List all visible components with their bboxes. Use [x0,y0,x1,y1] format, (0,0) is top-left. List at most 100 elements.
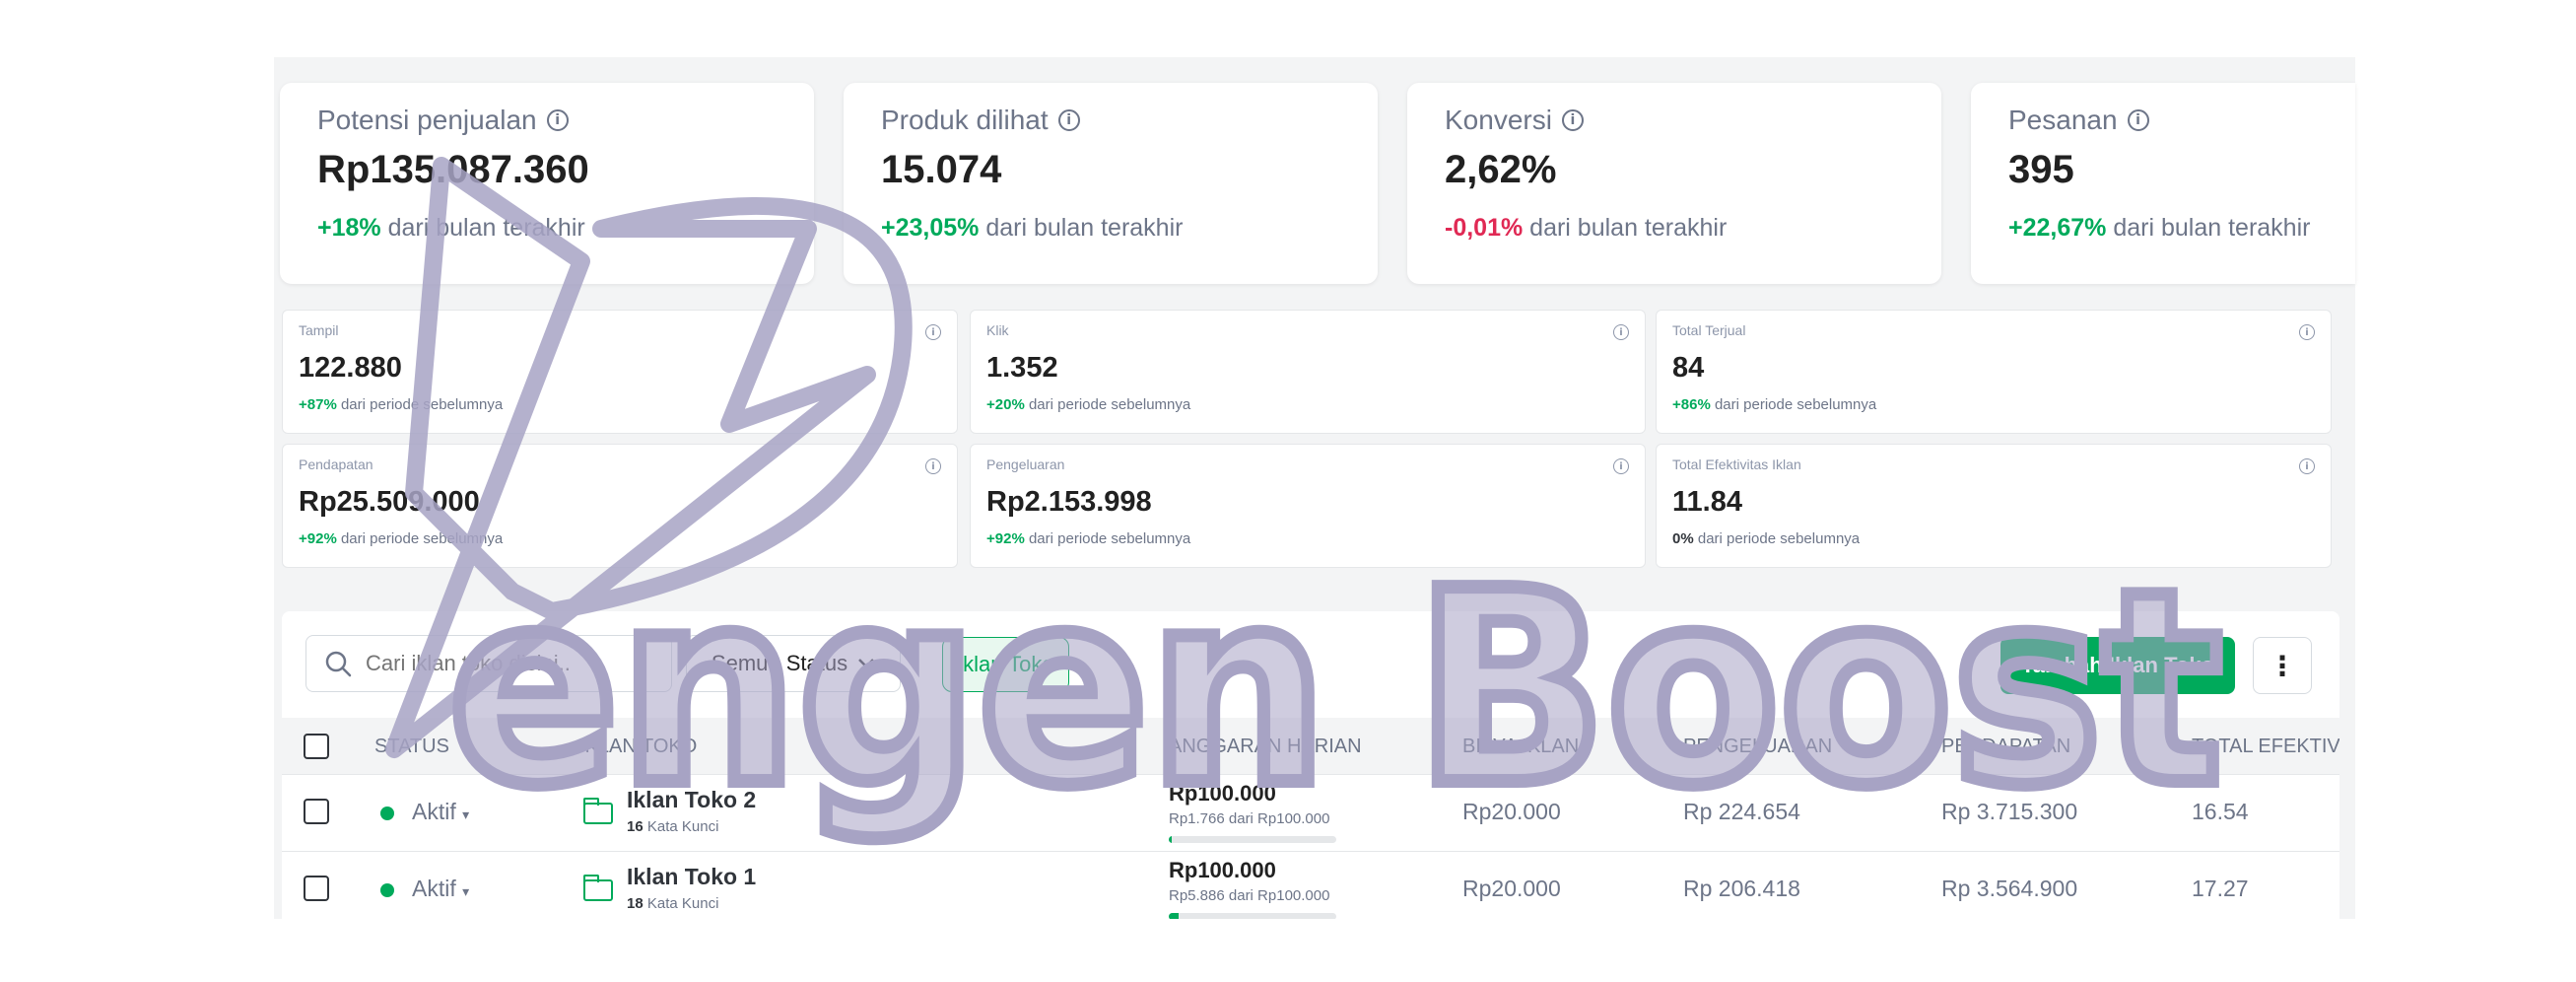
kpi-delta: +23,05% [881,214,980,242]
kpi-title: Pesanan [2008,105,2118,135]
info-icon[interactable]: i [2127,109,2149,131]
ad-name[interactable]: Iklan Toko 2 [627,787,757,812]
metric-label: Klik [986,322,1009,338]
metric-card-pengeluaran: Pengeluaran i Rp2.153.998 +92% dari peri… [970,444,1646,568]
kpi-card-konversi: Konversi i 2,62% -0,01% dari bulan terakh… [1407,83,1941,284]
keyword-label: Kata Kunci [646,895,719,912]
ads-table-panel: Semua Status Iklan Toko Tambah Iklan Tok… [282,611,2339,919]
search-icon [325,651,352,677]
keyword-label: Kata Kunci [646,818,719,835]
metric-delta-text: dari periode sebelumnya [340,530,504,547]
info-icon[interactable]: i [1613,324,1629,340]
status-label: Aktif [412,876,456,901]
table-row[interactable]: Aktif ▾ Iklan Toko 1 18 Kata Kunci Rp100… [282,852,2339,919]
table-row[interactable]: Aktif ▾ Iklan Toko 2 16 Kata Kunci Rp100… [282,775,2339,852]
metric-card-total-terjual: Total Terjual i 84 +86% dari periode seb… [1656,310,2332,434]
status-active-dot [380,883,394,897]
kpi-card-pesanan: Pesanan i 395 +22,67% dari bulan terakhir [1971,83,2355,284]
info-icon[interactable]: i [2299,458,2315,474]
kpi-card-produk-dilihat: Produk dilihat i 15.074 +23,05% dari bula… [844,83,1378,284]
metric-value: 122.880 [299,352,402,384]
metric-delta: +87% [299,396,337,413]
kpi-title: Produk dilihat [881,105,1049,135]
kpi-delta: -0,01% [1445,214,1524,242]
column-header-total-efektivitas[interactable]: TOTAL EFEKTIVIT [2192,736,2339,757]
kpi-delta: +22,67% [2008,214,2107,242]
kpi-delta-text: dari bulan terakhir [387,214,585,242]
kpi-value: 2,62% [1445,148,1557,191]
daily-budget: Rp100.000 [1169,781,1276,806]
row-checkbox[interactable] [304,799,329,824]
metric-label: Total Efektivitas Iklan [1672,456,1801,472]
kpi-title: Potensi penjualan [317,105,537,135]
metric-card-total-efektivitas-iklan: Total Efektivitas Iklan i 11.84 0% dari … [1656,444,2332,568]
kpi-value: 15.074 [881,148,1002,191]
budget-progress-bar [1169,836,1336,843]
metric-delta-text: dari periode sebelumnya [1714,396,1877,413]
metric-delta: +86% [1672,396,1711,413]
kpi-title: Konversi [1445,105,1552,135]
metric-delta-text: dari periode sebelumnya [340,396,504,413]
status-label: Aktif [412,799,456,824]
info-icon[interactable]: i [925,324,941,340]
info-icon[interactable]: i [925,458,941,474]
ad-cost: Rp20.000 [1462,799,1561,824]
metric-delta: +92% [986,530,1025,547]
column-header-anggaran-harian[interactable]: ANGGARAN HARIAN [1169,736,1362,757]
metric-delta: +20% [986,396,1025,413]
keyword-count: 18 [627,895,644,912]
budget-used: Rp5.886 dari Rp100.000 [1169,887,1330,904]
metric-label: Total Terjual [1672,322,1746,338]
metric-value: 84 [1672,352,1705,384]
ad-revenue: Rp 3.564.900 [1941,876,2078,901]
info-icon[interactable]: i [1613,458,1629,474]
keyword-count: 16 [627,818,644,835]
metric-label: Pengeluaran [986,456,1065,472]
ad-name[interactable]: Iklan Toko 1 [627,864,757,889]
status-dropdown[interactable]: Aktif ▾ [412,876,469,902]
folder-icon [583,875,613,901]
metric-delta: 0% [1672,530,1694,547]
folder-icon [583,798,613,824]
status-filter-label: Semua Status [711,651,848,675]
column-header-biaya-iklan[interactable]: BIAYA IKLAN [1462,736,1580,757]
kpi-card-potensi-penjualan: Potensi penjualan i Rp135.087.360 +18% da… [280,83,814,284]
info-icon[interactable]: i [1561,109,1584,131]
column-header-pendapatan[interactable]: PENDAPATAN [1941,736,2071,757]
metric-card-tampil: Tampil i 122.880 +87% dari periode sebel… [282,310,958,434]
ad-effectiveness: 16.54 [2192,799,2249,824]
budget-progress-fill [1169,913,1180,919]
more-options-icon[interactable]: ⋮ [2253,637,2312,694]
status-filter-dropdown[interactable]: Semua Status [686,635,901,692]
row-checkbox[interactable] [304,876,329,901]
chevron-down-icon [858,659,874,668]
status-active-dot [380,807,394,820]
metric-card-pendapatan: Pendapatan i Rp25.509.000 +92% dari peri… [282,444,958,568]
search-input[interactable] [366,651,661,676]
metric-value: Rp2.153.998 [986,486,1152,518]
ad-cost: Rp20.000 [1462,876,1561,901]
info-icon[interactable]: i [1057,109,1080,131]
ad-revenue: Rp 3.715.300 [1941,799,2078,824]
select-all-checkbox[interactable] [304,734,329,759]
iklan-toko-chip[interactable]: Iklan Toko [942,637,1069,692]
column-header-status[interactable]: STATUS [374,736,449,757]
kpi-delta-text: dari bulan terakhir [985,214,1184,242]
status-dropdown[interactable]: Aktif ▾ [412,799,469,825]
budget-progress-bar [1169,913,1336,919]
search-box[interactable] [305,635,672,692]
info-icon[interactable]: i [546,109,569,131]
add-store-ad-button[interactable]: Tambah Iklan Toko [2000,637,2235,694]
metric-delta-text: dari periode sebelumnya [1028,530,1191,547]
info-icon[interactable]: i [2299,324,2315,340]
column-header-iklan-toko[interactable]: IKLAN TOKO [579,736,698,757]
caret-down-icon: ▾ [462,883,470,899]
kpi-delta-text: dari bulan terakhir [2113,214,2311,242]
kpi-delta: +18% [317,214,381,242]
column-header-pengeluaran[interactable]: PENGELUARAN [1683,736,1833,757]
metric-card-klik: Klik i 1.352 +20% dari periode sebelumny… [970,310,1646,434]
metric-value: 11.84 [1672,486,1742,518]
metric-delta: +92% [299,530,337,547]
kpi-delta-text: dari bulan terakhir [1529,214,1728,242]
metric-delta-text: dari periode sebelumnya [1028,396,1191,413]
